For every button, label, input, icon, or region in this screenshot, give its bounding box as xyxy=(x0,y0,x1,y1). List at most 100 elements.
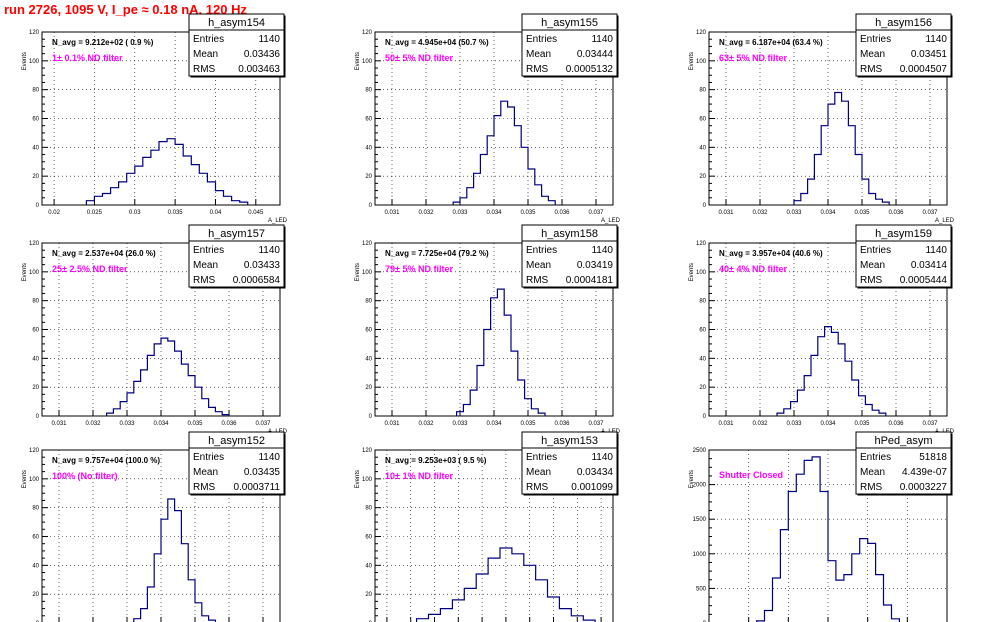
filter-annotation: 63± 5% ND filter xyxy=(719,53,787,63)
y-tick-label: 100 xyxy=(362,270,373,276)
histogram-line xyxy=(133,498,216,622)
y-tick-label: 80 xyxy=(365,506,372,512)
y-tick-label: 0 xyxy=(703,414,707,420)
x-tick-label: 0.034 xyxy=(820,421,836,427)
x-tick-label: 0.025 xyxy=(87,210,103,216)
stats-value: 0.03433 xyxy=(244,260,281,271)
y-tick-label: 100 xyxy=(29,477,40,483)
histogram-panel-h_asym154: 0 20 40 60 80 100 120 0.02 0.025 0.03 0.035 0.04 0.0… xyxy=(22,13,288,224)
x-tick-label: 0.033 xyxy=(452,421,468,427)
y-tick-label: 40 xyxy=(365,563,372,569)
y-tick-label: 20 xyxy=(32,174,39,180)
y-tick-label: 120 xyxy=(362,241,373,247)
stats-key: Entries xyxy=(860,452,891,463)
stats-value: 0.0005132 xyxy=(566,64,614,75)
stats-value: 1140 xyxy=(258,245,280,256)
x-tick-label: 0.032 xyxy=(85,421,101,427)
histogram-panel-hPed_asym: 05001000150020002500-0.0015-0.001-0.0005… xyxy=(689,431,953,622)
stats-key: Mean xyxy=(860,260,885,271)
y-tick-label: 1000 xyxy=(693,552,707,558)
y-tick-label: 20 xyxy=(699,174,706,180)
x-tick-label: 0.031 xyxy=(718,210,734,216)
y-axis-title: Events xyxy=(689,263,695,281)
stats-key: Entries xyxy=(526,34,557,45)
histogram-line xyxy=(452,100,556,205)
stats-title: h_asym156 xyxy=(875,17,932,29)
y-tick-label: 20 xyxy=(365,385,372,391)
y-tick-label: 120 xyxy=(29,448,40,454)
histogram-line xyxy=(756,456,900,622)
stats-title: h_asym157 xyxy=(208,228,265,240)
y-tick-label: 40 xyxy=(365,145,372,151)
stats-box xyxy=(188,431,285,495)
stats-value: 1140 xyxy=(925,245,947,256)
histogram-panel-h_asym153: 0204060801001200.0290.030.0310.0320.0330… xyxy=(355,431,619,622)
stats-key: Mean xyxy=(193,260,218,271)
stats-value: 0.03451 xyxy=(911,49,948,60)
stats-title: h_asym153 xyxy=(541,435,598,447)
x-tick-label: 0.035 xyxy=(520,421,536,427)
stats-key: RMS xyxy=(526,275,549,286)
x-tick-label: 0.031 xyxy=(718,421,734,427)
x-tick-label: 0.032 xyxy=(752,210,768,216)
stats-key: Mean xyxy=(193,467,218,478)
stats-value: 0.0005444 xyxy=(900,275,948,286)
stats-key: Entries xyxy=(860,34,891,45)
x-tick-label: 0.036 xyxy=(221,421,237,427)
x-tick-label: 0.036 xyxy=(554,421,570,427)
y-tick-label: 20 xyxy=(699,385,706,391)
filter-annotation: 40± 4% ND filter xyxy=(719,264,787,274)
stats-key: RMS xyxy=(526,64,549,75)
y-axis-title: Events xyxy=(689,470,695,488)
stats-key: Entries xyxy=(193,452,224,463)
stats-box xyxy=(855,224,952,288)
x-axis-title: A_LED xyxy=(935,218,955,224)
y-tick-label: 120 xyxy=(696,30,707,36)
y-tick-label: 500 xyxy=(696,586,707,592)
stats-box xyxy=(188,13,285,77)
stats-value: 1140 xyxy=(258,452,280,463)
y-tick-label: 100 xyxy=(29,59,40,65)
y-tick-label: 120 xyxy=(29,30,40,36)
y-tick-label: 80 xyxy=(365,299,372,305)
y-tick-label: 40 xyxy=(699,145,706,151)
stats-value: 1140 xyxy=(591,452,613,463)
stats-key: Mean xyxy=(860,49,885,60)
y-tick-label: 100 xyxy=(696,270,707,276)
y-tick-label: 80 xyxy=(32,506,39,512)
x-tick-label: 0.035 xyxy=(854,210,870,216)
x-tick-label: 0.035 xyxy=(520,210,536,216)
x-tick-label: 0.033 xyxy=(119,421,135,427)
y-tick-label: 80 xyxy=(32,299,39,305)
navg-label: N_avg = 2.537e+04 (26.0 %) xyxy=(52,249,156,258)
y-tick-label: 60 xyxy=(32,117,39,123)
histogram-line xyxy=(776,326,887,416)
y-tick-label: 80 xyxy=(699,88,706,94)
y-tick-label: 40 xyxy=(699,356,706,362)
y-tick-label: 120 xyxy=(696,241,707,247)
x-tick-label: 0.031 xyxy=(384,421,400,427)
y-tick-label: 2500 xyxy=(693,448,707,454)
y-axis-title: Events xyxy=(22,470,28,488)
stats-box xyxy=(521,13,618,77)
x-tick-label: 0.031 xyxy=(384,210,400,216)
x-tick-label: 0.034 xyxy=(153,421,169,427)
histogram-panel-h_asym152: 0204060801001200.0310.0320.0330.0340.035… xyxy=(22,431,286,622)
y-tick-label: 40 xyxy=(32,356,39,362)
y-tick-label: 100 xyxy=(696,59,707,65)
x-axis-title: A_LED xyxy=(268,218,288,224)
stats-box xyxy=(855,431,952,495)
y-tick-label: 120 xyxy=(362,448,373,454)
stats-value: 1140 xyxy=(925,34,947,45)
stats-key: RMS xyxy=(860,482,883,493)
filter-annotation: 50± 5% ND filter xyxy=(385,53,453,63)
x-tick-label: 0.031 xyxy=(51,421,67,427)
x-tick-label: 0.035 xyxy=(168,210,184,216)
y-tick-label: 60 xyxy=(365,117,372,123)
histogram-line xyxy=(456,288,546,416)
run-title: run 2726, 1095 V, I_pe ≈ 0.18 nA, 120 Hz xyxy=(4,2,247,17)
stats-title: h_asym155 xyxy=(541,17,598,29)
stats-value: 0.03435 xyxy=(244,467,281,478)
stats-key: Mean xyxy=(860,467,885,478)
